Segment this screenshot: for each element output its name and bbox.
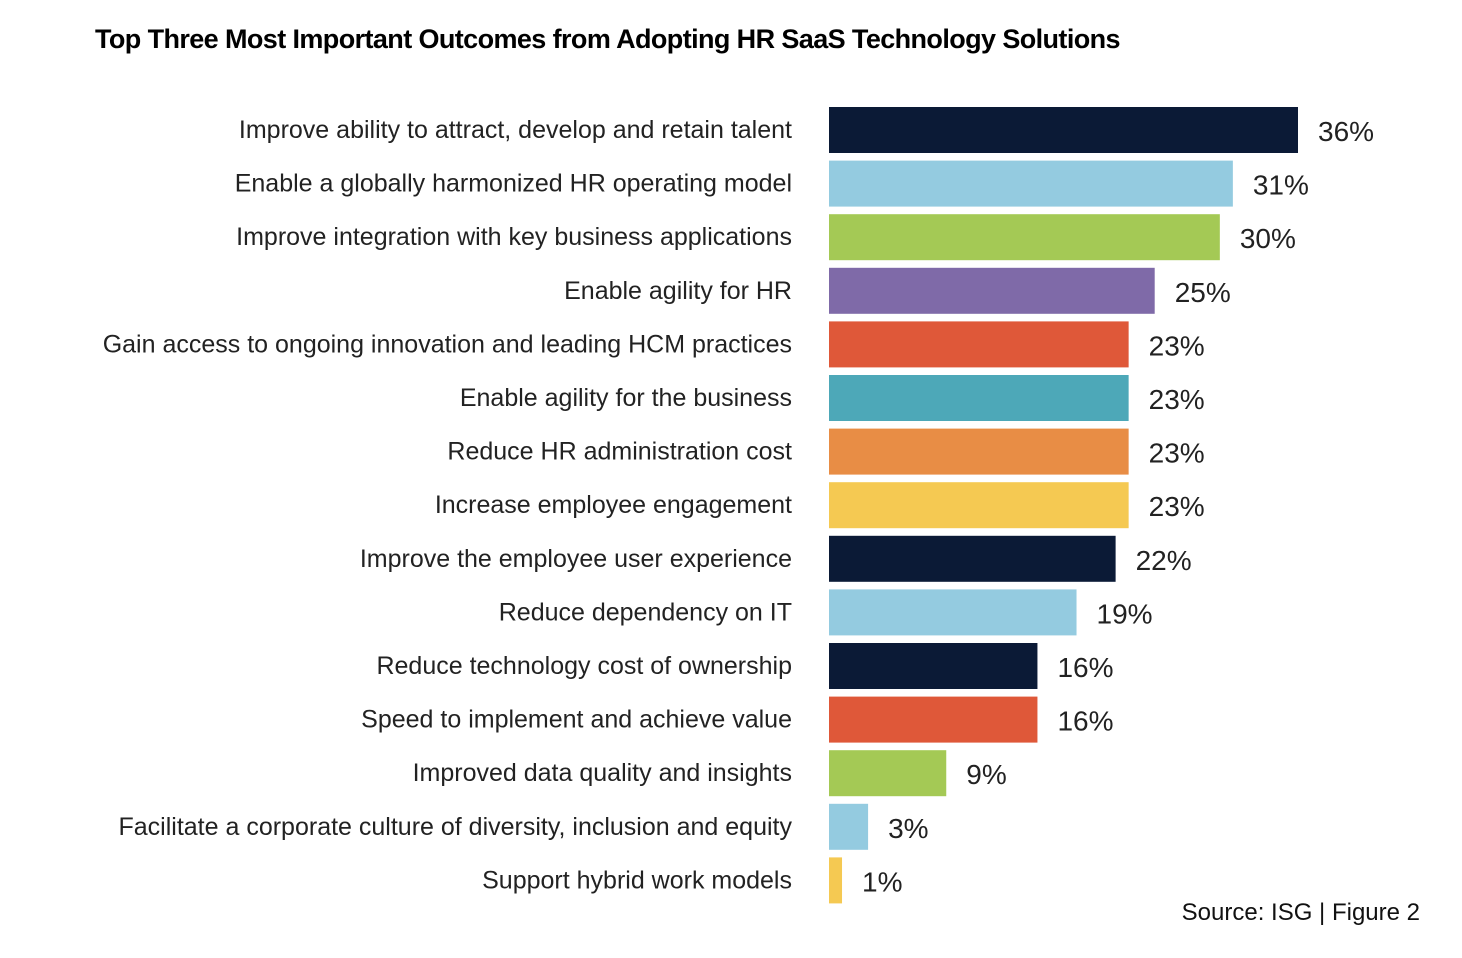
category-label: Gain access to ongoing innovation and le…	[103, 330, 792, 358]
value-label: 16%	[1057, 652, 1113, 683]
bar-2	[829, 160, 1233, 207]
value-label: 23%	[1149, 384, 1205, 415]
value-label: 1%	[862, 866, 902, 897]
bar-6	[829, 375, 1129, 421]
category-label: Increase employee engagement	[435, 491, 792, 519]
value-label: 23%	[1149, 491, 1205, 522]
category-label: Improved data quality and insights	[413, 759, 792, 787]
category-label: Improve integration with key business ap…	[236, 223, 792, 251]
value-label: 36%	[1318, 116, 1374, 147]
bar-15	[829, 857, 843, 904]
chart-title: Top Three Most Important Outcomes from A…	[95, 24, 1121, 54]
bars-group	[829, 107, 1298, 904]
category-label: Reduce dependency on IT	[499, 598, 792, 626]
value-label: 25%	[1175, 277, 1231, 308]
category-label: Enable a globally harmonized HR operatin…	[235, 170, 792, 198]
category-label: Enable agility for HR	[564, 277, 792, 305]
bar-3	[829, 214, 1220, 261]
value-label: 22%	[1136, 545, 1192, 576]
category-label: Enable agility for the business	[460, 384, 792, 412]
category-label: Reduce HR administration cost	[447, 438, 792, 466]
category-label: Reduce technology cost of ownership	[376, 652, 792, 680]
bar-11	[829, 643, 1038, 689]
bar-10	[829, 589, 1077, 636]
value-label: 31%	[1253, 170, 1309, 201]
value-label: 30%	[1240, 223, 1296, 254]
value-label: 23%	[1149, 330, 1205, 361]
value-label: 16%	[1057, 706, 1113, 737]
category-label: Facilitate a corporate culture of divers…	[119, 813, 793, 841]
bar-8	[829, 482, 1129, 529]
value-label: 23%	[1149, 438, 1205, 469]
category-label: Improve the employee user experience	[360, 545, 792, 573]
value-label: 19%	[1097, 598, 1153, 629]
bar-12	[829, 696, 1038, 743]
source-note: Source: ISG | Figure 2	[1181, 899, 1420, 926]
value-labels-group: 36% 31% 30% 25% 23% 23% 23% 23% 22% 19% 16% 16% 9% 3%…	[862, 116, 1374, 897]
bar-13	[829, 750, 947, 797]
bar-4	[829, 267, 1155, 314]
category-labels-group: Improve ability to attract, develop and …	[103, 116, 793, 894]
bar-9	[829, 535, 1116, 582]
bar-5	[829, 321, 1129, 368]
value-label: 9%	[966, 759, 1006, 790]
value-label: 3%	[888, 813, 928, 844]
bar-1	[829, 107, 1298, 153]
bar-14	[829, 803, 869, 850]
category-label: Support hybrid work models	[482, 866, 792, 894]
bar-7	[829, 428, 1129, 475]
category-label: Speed to implement and achieve value	[361, 706, 792, 734]
category-label: Improve ability to attract, develop and …	[239, 116, 792, 144]
